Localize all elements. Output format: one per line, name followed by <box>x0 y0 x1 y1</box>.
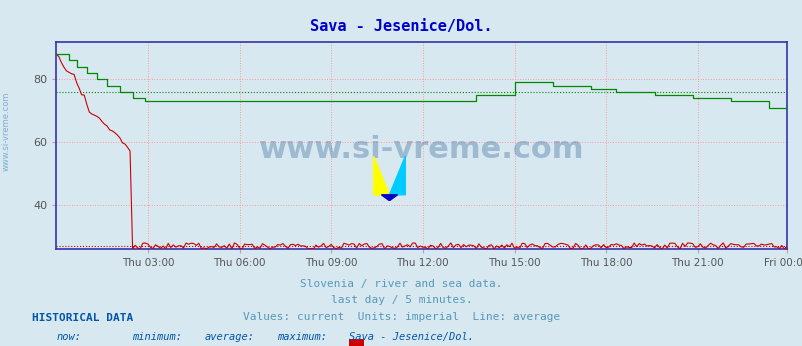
Text: maximum:: maximum: <box>277 332 326 342</box>
Polygon shape <box>373 156 389 195</box>
Text: Values: current  Units: imperial  Line: average: Values: current Units: imperial Line: av… <box>242 312 560 322</box>
Text: Sava - Jesenice/Dol.: Sava - Jesenice/Dol. <box>349 332 474 342</box>
Text: Slovenia / river and sea data.: Slovenia / river and sea data. <box>300 279 502 289</box>
Text: last day / 5 minutes.: last day / 5 minutes. <box>330 295 472 305</box>
Text: www.si-vreme.com: www.si-vreme.com <box>2 92 11 171</box>
Text: HISTORICAL DATA: HISTORICAL DATA <box>32 313 133 323</box>
Text: Sava - Jesenice/Dol.: Sava - Jesenice/Dol. <box>310 19 492 34</box>
Polygon shape <box>389 156 405 195</box>
Text: minimum:: minimum: <box>132 332 182 342</box>
Polygon shape <box>381 195 397 201</box>
Text: average:: average: <box>205 332 254 342</box>
Text: now:: now: <box>56 332 81 342</box>
Text: www.si-vreme.com: www.si-vreme.com <box>258 135 584 164</box>
